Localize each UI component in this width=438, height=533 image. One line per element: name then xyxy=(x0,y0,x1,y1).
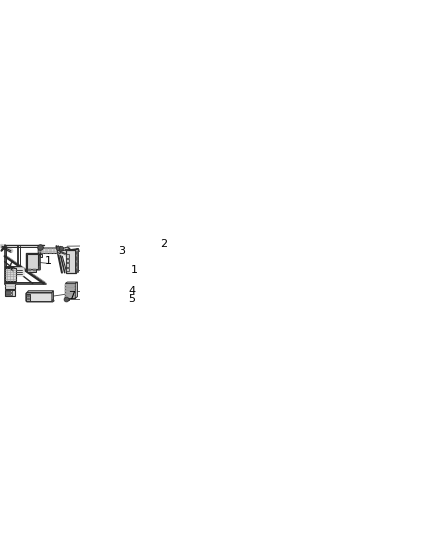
Polygon shape xyxy=(38,254,42,257)
Polygon shape xyxy=(65,282,78,284)
Polygon shape xyxy=(65,249,68,251)
Polygon shape xyxy=(26,293,53,302)
Text: 3: 3 xyxy=(119,246,126,256)
Bar xyxy=(30,269,31,271)
Bar xyxy=(8,290,10,292)
Polygon shape xyxy=(65,298,69,300)
Polygon shape xyxy=(5,268,16,281)
Polygon shape xyxy=(27,291,53,293)
Polygon shape xyxy=(66,248,78,250)
Bar xyxy=(76,256,78,257)
Polygon shape xyxy=(65,284,75,298)
Polygon shape xyxy=(66,254,69,257)
Polygon shape xyxy=(76,248,78,272)
Polygon shape xyxy=(66,250,76,272)
Bar xyxy=(76,266,78,268)
Bar xyxy=(76,251,78,252)
Bar xyxy=(76,252,78,253)
Bar xyxy=(76,271,78,272)
Bar xyxy=(76,270,78,271)
Text: 5: 5 xyxy=(129,294,136,304)
Bar xyxy=(6,293,7,295)
Polygon shape xyxy=(52,300,54,302)
Polygon shape xyxy=(66,259,69,262)
Polygon shape xyxy=(57,247,70,252)
Bar xyxy=(34,269,35,271)
Bar xyxy=(76,257,78,258)
Bar xyxy=(38,268,40,269)
Polygon shape xyxy=(57,250,60,254)
Bar xyxy=(8,293,10,295)
Bar xyxy=(29,295,30,297)
Polygon shape xyxy=(38,248,57,254)
Polygon shape xyxy=(26,254,40,270)
Bar xyxy=(10,293,12,295)
Bar xyxy=(76,258,78,259)
Text: 7: 7 xyxy=(68,292,75,301)
Polygon shape xyxy=(5,282,14,289)
Bar xyxy=(38,258,40,259)
Polygon shape xyxy=(26,294,30,301)
Bar xyxy=(76,269,78,270)
Bar xyxy=(76,264,78,265)
Bar xyxy=(76,265,78,266)
Bar xyxy=(38,259,40,260)
Text: 1: 1 xyxy=(45,256,52,266)
Polygon shape xyxy=(52,291,53,302)
Bar xyxy=(76,263,78,264)
Bar xyxy=(29,269,30,271)
Text: 1: 1 xyxy=(131,265,138,275)
Bar xyxy=(6,290,7,292)
Bar xyxy=(38,261,40,262)
Bar xyxy=(38,260,40,261)
Bar xyxy=(38,267,40,268)
Bar xyxy=(35,269,36,271)
Polygon shape xyxy=(27,269,36,272)
Bar xyxy=(76,268,78,269)
Polygon shape xyxy=(75,282,78,298)
Text: 4: 4 xyxy=(128,286,136,296)
Polygon shape xyxy=(66,263,69,267)
Bar xyxy=(76,262,78,263)
Polygon shape xyxy=(66,268,69,271)
Text: 2: 2 xyxy=(160,239,167,249)
Bar xyxy=(29,297,30,300)
Polygon shape xyxy=(27,254,38,269)
Polygon shape xyxy=(5,290,14,296)
Bar xyxy=(10,290,12,292)
Bar xyxy=(33,269,34,271)
